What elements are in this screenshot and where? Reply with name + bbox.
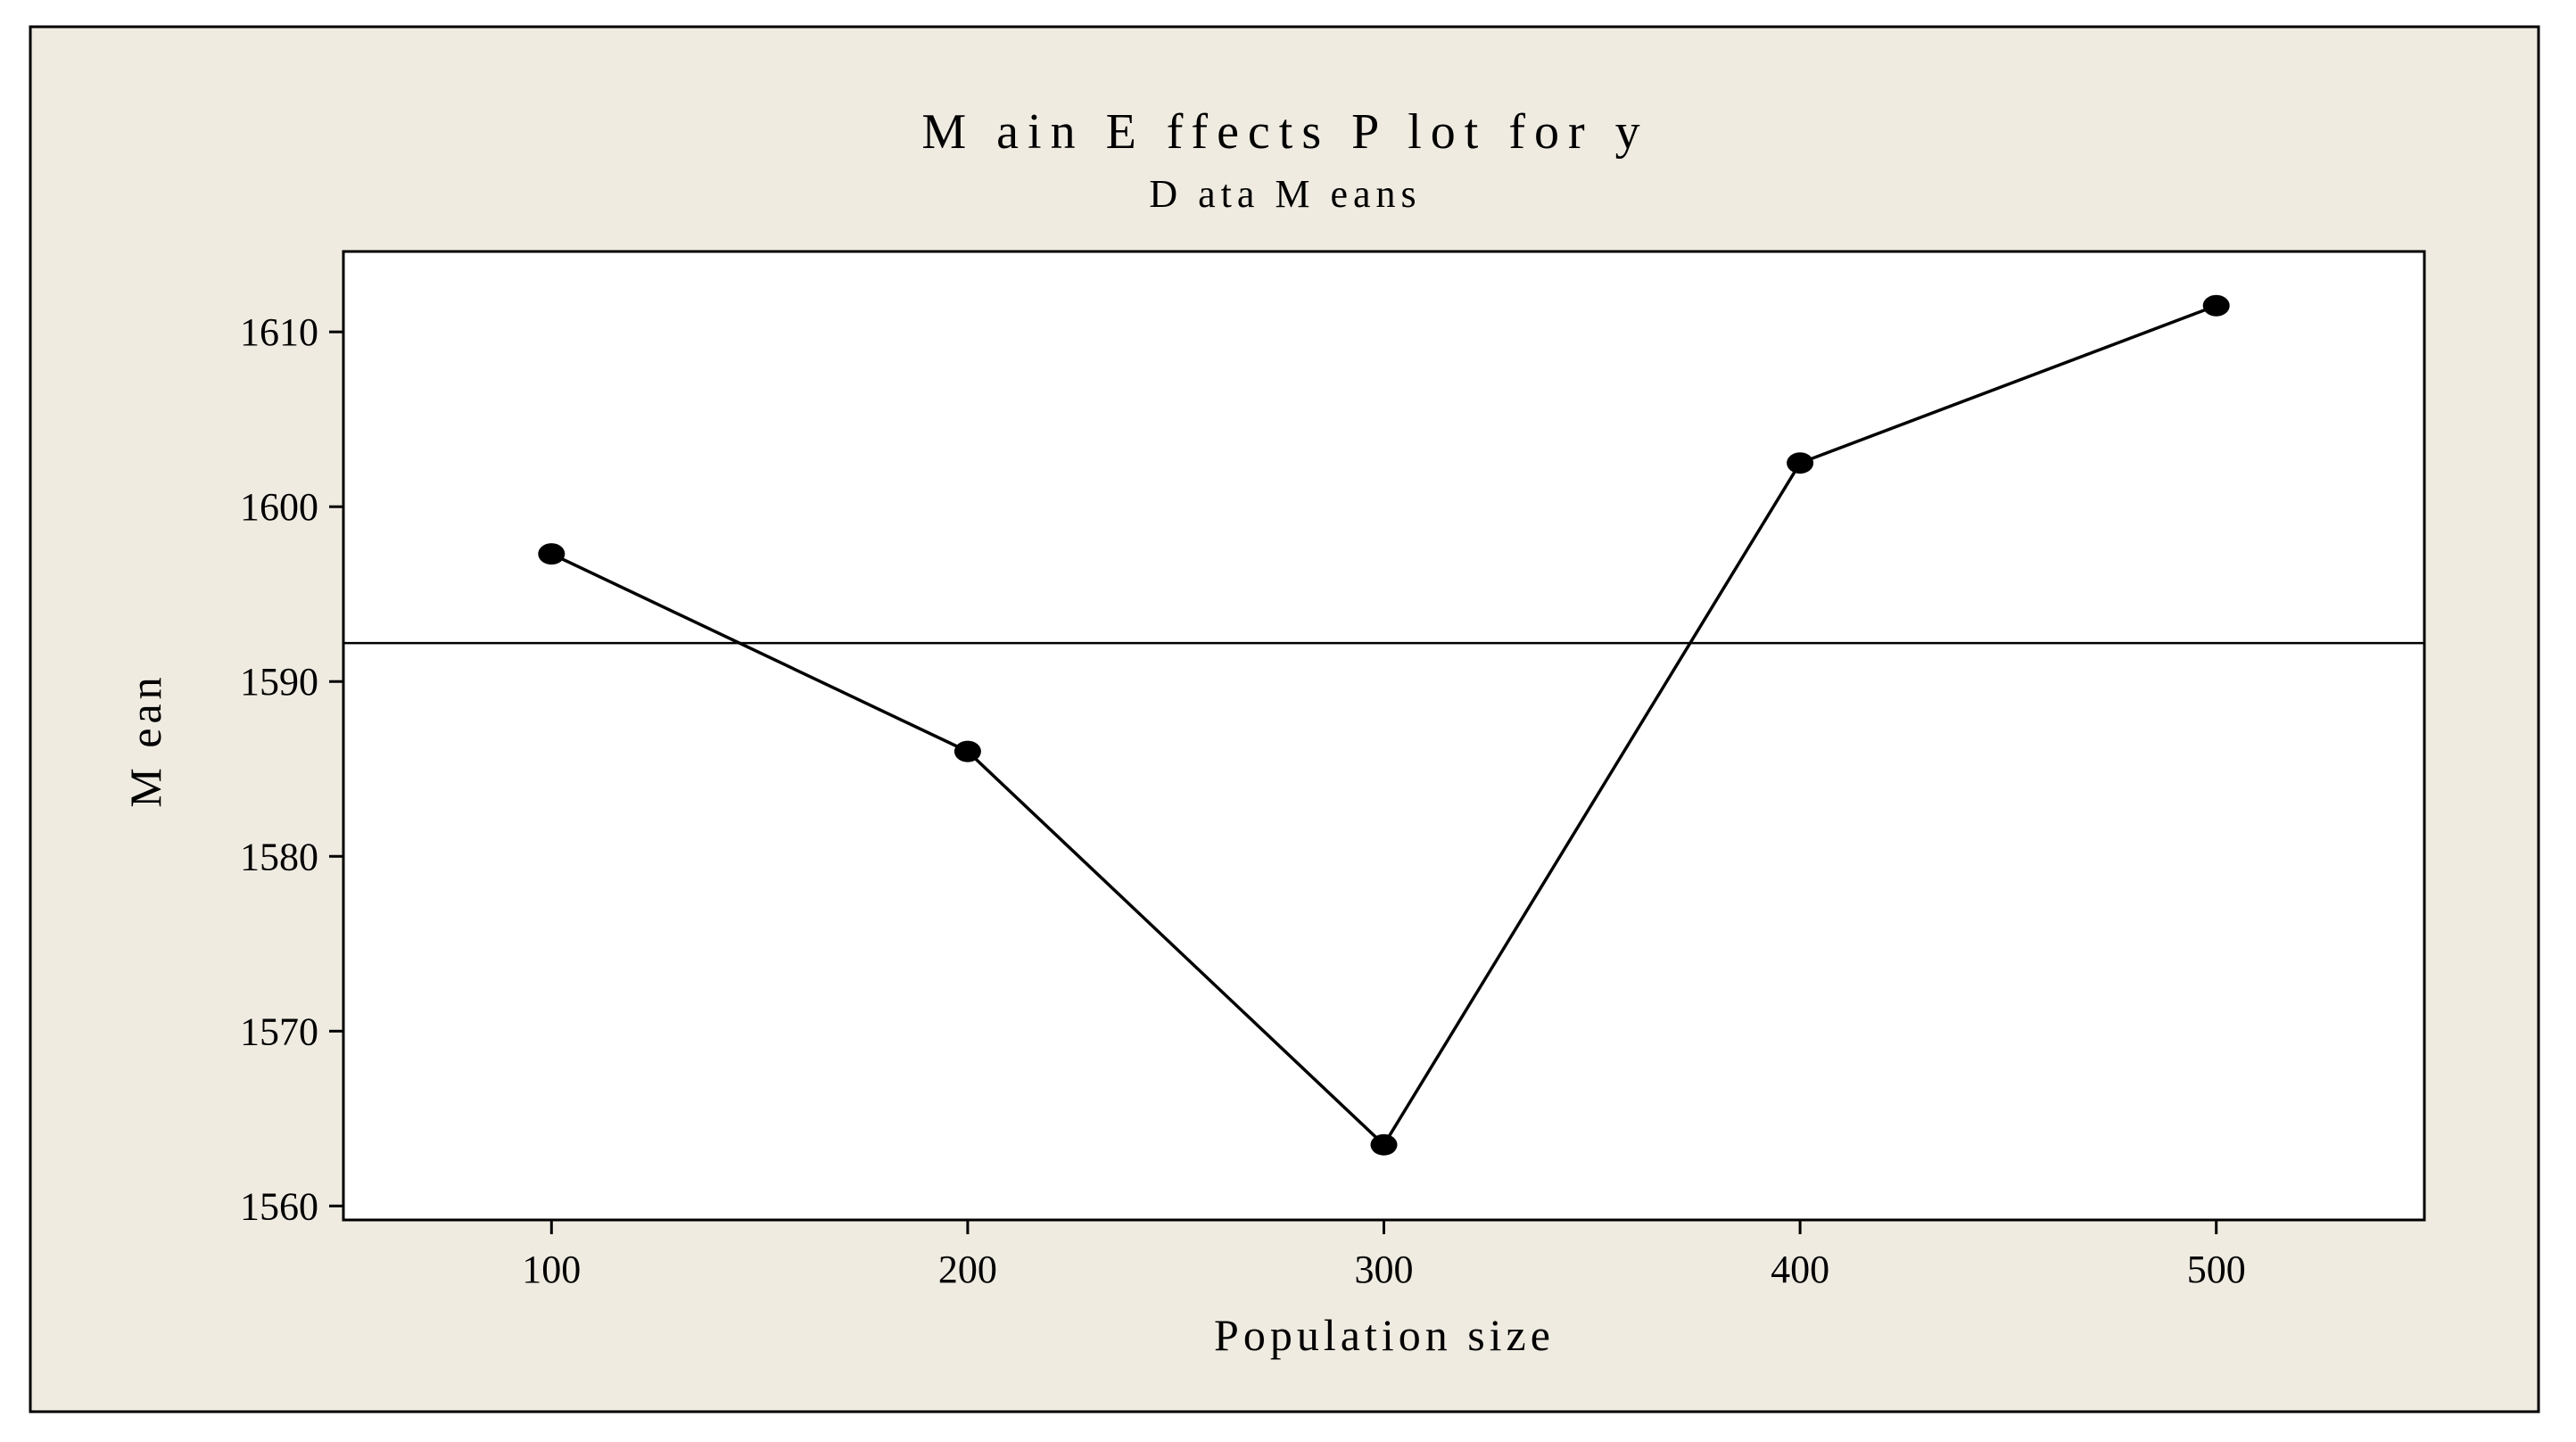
y-tick-label: 1570 [240, 1009, 318, 1053]
x-axis-label: Population size [1214, 1310, 1555, 1360]
y-tick-label: 1580 [240, 835, 318, 878]
chart-subtitle: D ata M eans [1149, 172, 1421, 216]
data-point [1370, 1133, 1398, 1156]
data-point [954, 740, 981, 762]
data-point [2202, 294, 2230, 317]
data-point [538, 543, 566, 565]
data-points [538, 294, 2230, 1156]
x-tick-label: 100 [522, 1248, 581, 1291]
x-tick-label: 200 [938, 1248, 997, 1291]
y-tick-label: 1610 [240, 310, 318, 354]
plot-area [342, 250, 2426, 1222]
x-tick-label: 300 [1355, 1248, 1414, 1291]
y-tick-label: 1600 [240, 485, 318, 529]
y-tick-label: 1560 [240, 1184, 318, 1228]
x-tick-label: 400 [1771, 1248, 1829, 1291]
x-axis: 100 200 300 400 500 [522, 1220, 2246, 1291]
y-axis-label: M ean [120, 672, 170, 807]
y-tick-label: 1590 [240, 660, 318, 704]
y-axis: 1560 1570 1580 1590 1600 1610 [240, 310, 343, 1228]
data-point [1787, 452, 1814, 474]
chart-title: M ain E ffects P lot for y [921, 104, 1648, 160]
x-tick-label: 500 [2187, 1248, 2246, 1291]
